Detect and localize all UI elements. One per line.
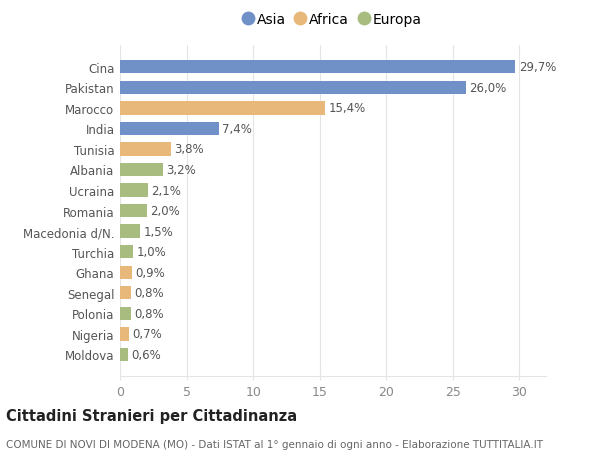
Bar [120,204,146,218]
Text: 7,4%: 7,4% [222,123,252,135]
Text: 26,0%: 26,0% [469,82,507,95]
Bar [120,163,163,177]
Text: 3,8%: 3,8% [174,143,203,156]
Text: 2,1%: 2,1% [151,184,181,197]
Text: COMUNE DI NOVI DI MODENA (MO) - Dati ISTAT al 1° gennaio di ogni anno - Elaboraz: COMUNE DI NOVI DI MODENA (MO) - Dati IST… [6,440,543,449]
Bar [120,143,170,156]
Bar [120,61,515,74]
Text: 0,8%: 0,8% [134,287,164,300]
Bar [120,266,132,280]
Text: 29,7%: 29,7% [519,61,556,74]
Text: 3,2%: 3,2% [166,164,196,177]
Bar [120,81,466,95]
Bar [120,123,218,136]
Bar [120,307,131,320]
Bar [120,348,128,361]
Bar [120,184,148,197]
Text: 1,0%: 1,0% [137,246,166,258]
Text: 0,9%: 0,9% [136,266,165,279]
Legend: Asia, Africa, Europa: Asia, Africa, Europa [244,13,422,27]
Text: 0,7%: 0,7% [133,328,163,341]
Text: 0,6%: 0,6% [131,348,161,361]
Text: 1,5%: 1,5% [143,225,173,238]
Bar [120,328,130,341]
Text: 2,0%: 2,0% [150,205,180,218]
Text: 0,8%: 0,8% [134,307,164,320]
Bar [120,225,140,238]
Bar [120,286,131,300]
Bar [120,102,325,115]
Text: Cittadini Stranieri per Cittadinanza: Cittadini Stranieri per Cittadinanza [6,408,297,423]
Bar [120,246,133,259]
Text: 15,4%: 15,4% [328,102,365,115]
